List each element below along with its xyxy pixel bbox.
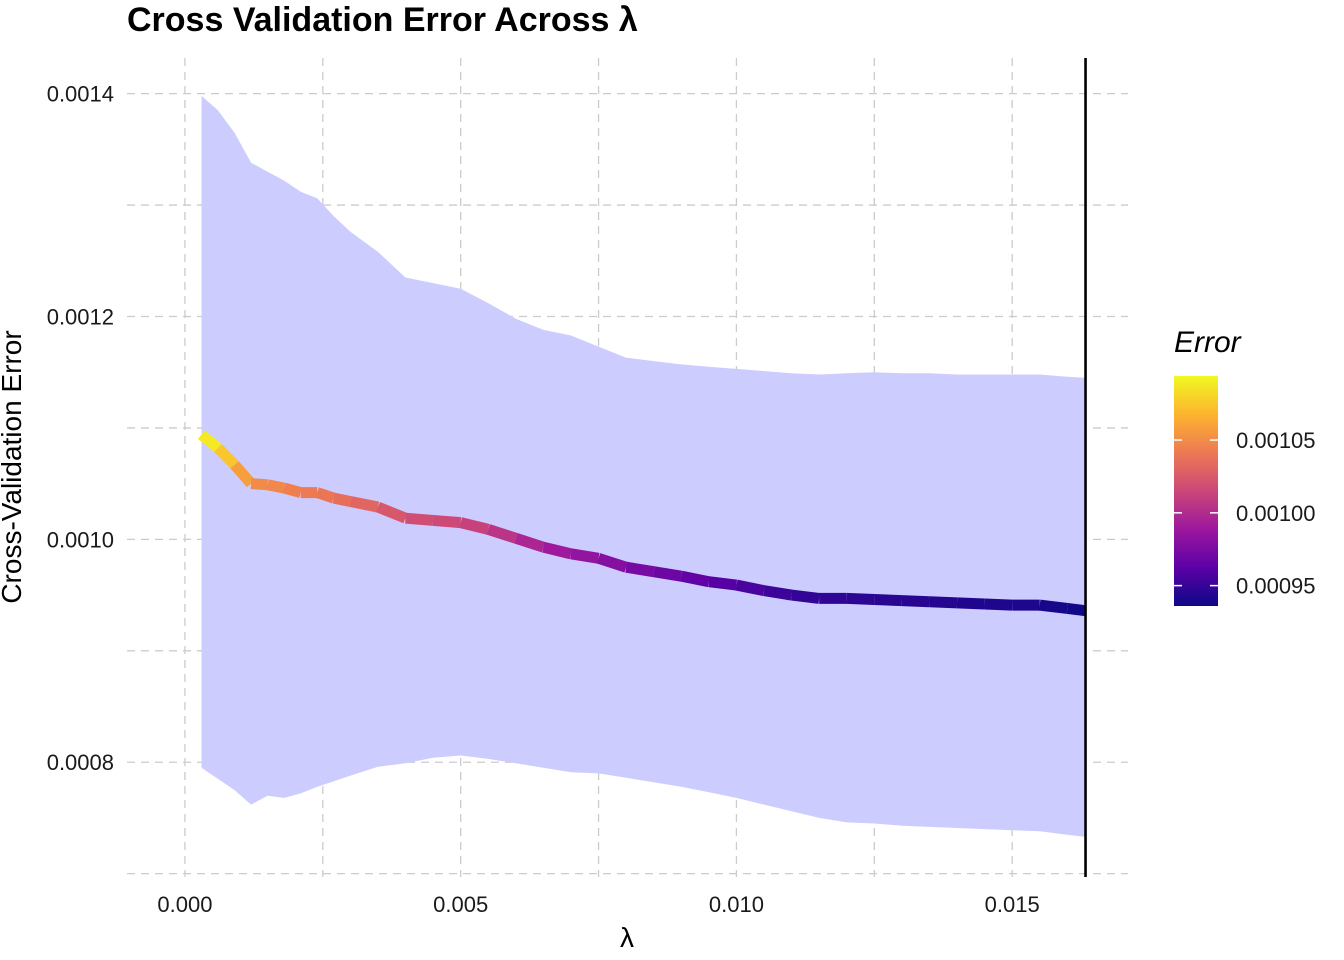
error-line-segment bbox=[315, 487, 336, 504]
error-line-segment bbox=[332, 492, 352, 507]
x-tick-label: 0.005 bbox=[433, 892, 488, 917]
error-line-segment bbox=[282, 482, 303, 498]
error-line-segment bbox=[432, 514, 462, 529]
error-line-segment bbox=[570, 548, 600, 564]
error-line-segment bbox=[901, 595, 930, 608]
error-line-segment bbox=[250, 478, 269, 491]
error-ribbon bbox=[201, 95, 1086, 837]
error-line-segment bbox=[266, 479, 286, 494]
error-line-segment bbox=[790, 589, 820, 604]
error-line-segment bbox=[874, 594, 903, 607]
x-axis-label: λ bbox=[620, 922, 634, 953]
y-tick-label: 0.0014 bbox=[47, 82, 114, 107]
x-tick-label: 0.010 bbox=[709, 892, 764, 917]
error-line-segment bbox=[459, 517, 490, 535]
axis-ticks: 0.000 0.005 0.010 0.015 0.0008 0.0010 0.0012 0.… bbox=[47, 82, 1040, 917]
error-line-segment bbox=[349, 496, 380, 513]
error-line-segment bbox=[514, 533, 546, 553]
y-tick-label: 0.0012 bbox=[47, 305, 114, 330]
colorbar-legend: 0.00095 0.00100 0.00105 bbox=[1174, 376, 1316, 606]
error-line-segment bbox=[984, 598, 1013, 611]
error-line-segment bbox=[197, 430, 222, 453]
chart-title: Cross Validation Error Across λ bbox=[127, 1, 638, 39]
legend-title: Error bbox=[1174, 326, 1241, 359]
x-tick-label: 0.015 bbox=[985, 892, 1040, 917]
error-line-segment bbox=[735, 579, 766, 597]
error-line bbox=[197, 430, 1087, 617]
error-line-segment bbox=[1039, 599, 1068, 614]
error-line-segment bbox=[230, 461, 256, 488]
colorbar bbox=[1174, 376, 1218, 606]
error-line-segment bbox=[596, 553, 628, 573]
error-line-segment bbox=[652, 566, 683, 582]
error-line-segment bbox=[375, 501, 408, 524]
error-band bbox=[201, 95, 1086, 837]
error-line-segment bbox=[625, 561, 655, 578]
colorbar-tick-label: 0.00095 bbox=[1236, 574, 1316, 599]
error-line-segment bbox=[680, 570, 710, 588]
error-line-segment bbox=[763, 585, 793, 601]
error-line-segment bbox=[214, 444, 239, 469]
error-line-segment bbox=[405, 512, 434, 526]
y-tick-label: 0.0008 bbox=[47, 750, 114, 775]
error-line-segment bbox=[486, 524, 518, 544]
error-line-segment bbox=[956, 597, 985, 610]
colorbar-tick-label: 0.00100 bbox=[1236, 501, 1316, 526]
error-line-segment bbox=[708, 576, 738, 591]
x-tick-label: 0.000 bbox=[157, 892, 212, 917]
error-line-segment bbox=[1066, 602, 1087, 617]
error-line-segment bbox=[542, 541, 573, 560]
error-line-segment bbox=[846, 592, 875, 606]
error-line-segment bbox=[929, 596, 958, 609]
colorbar-tick-label: 0.00105 bbox=[1236, 428, 1316, 453]
y-tick-label: 0.0010 bbox=[47, 527, 114, 552]
